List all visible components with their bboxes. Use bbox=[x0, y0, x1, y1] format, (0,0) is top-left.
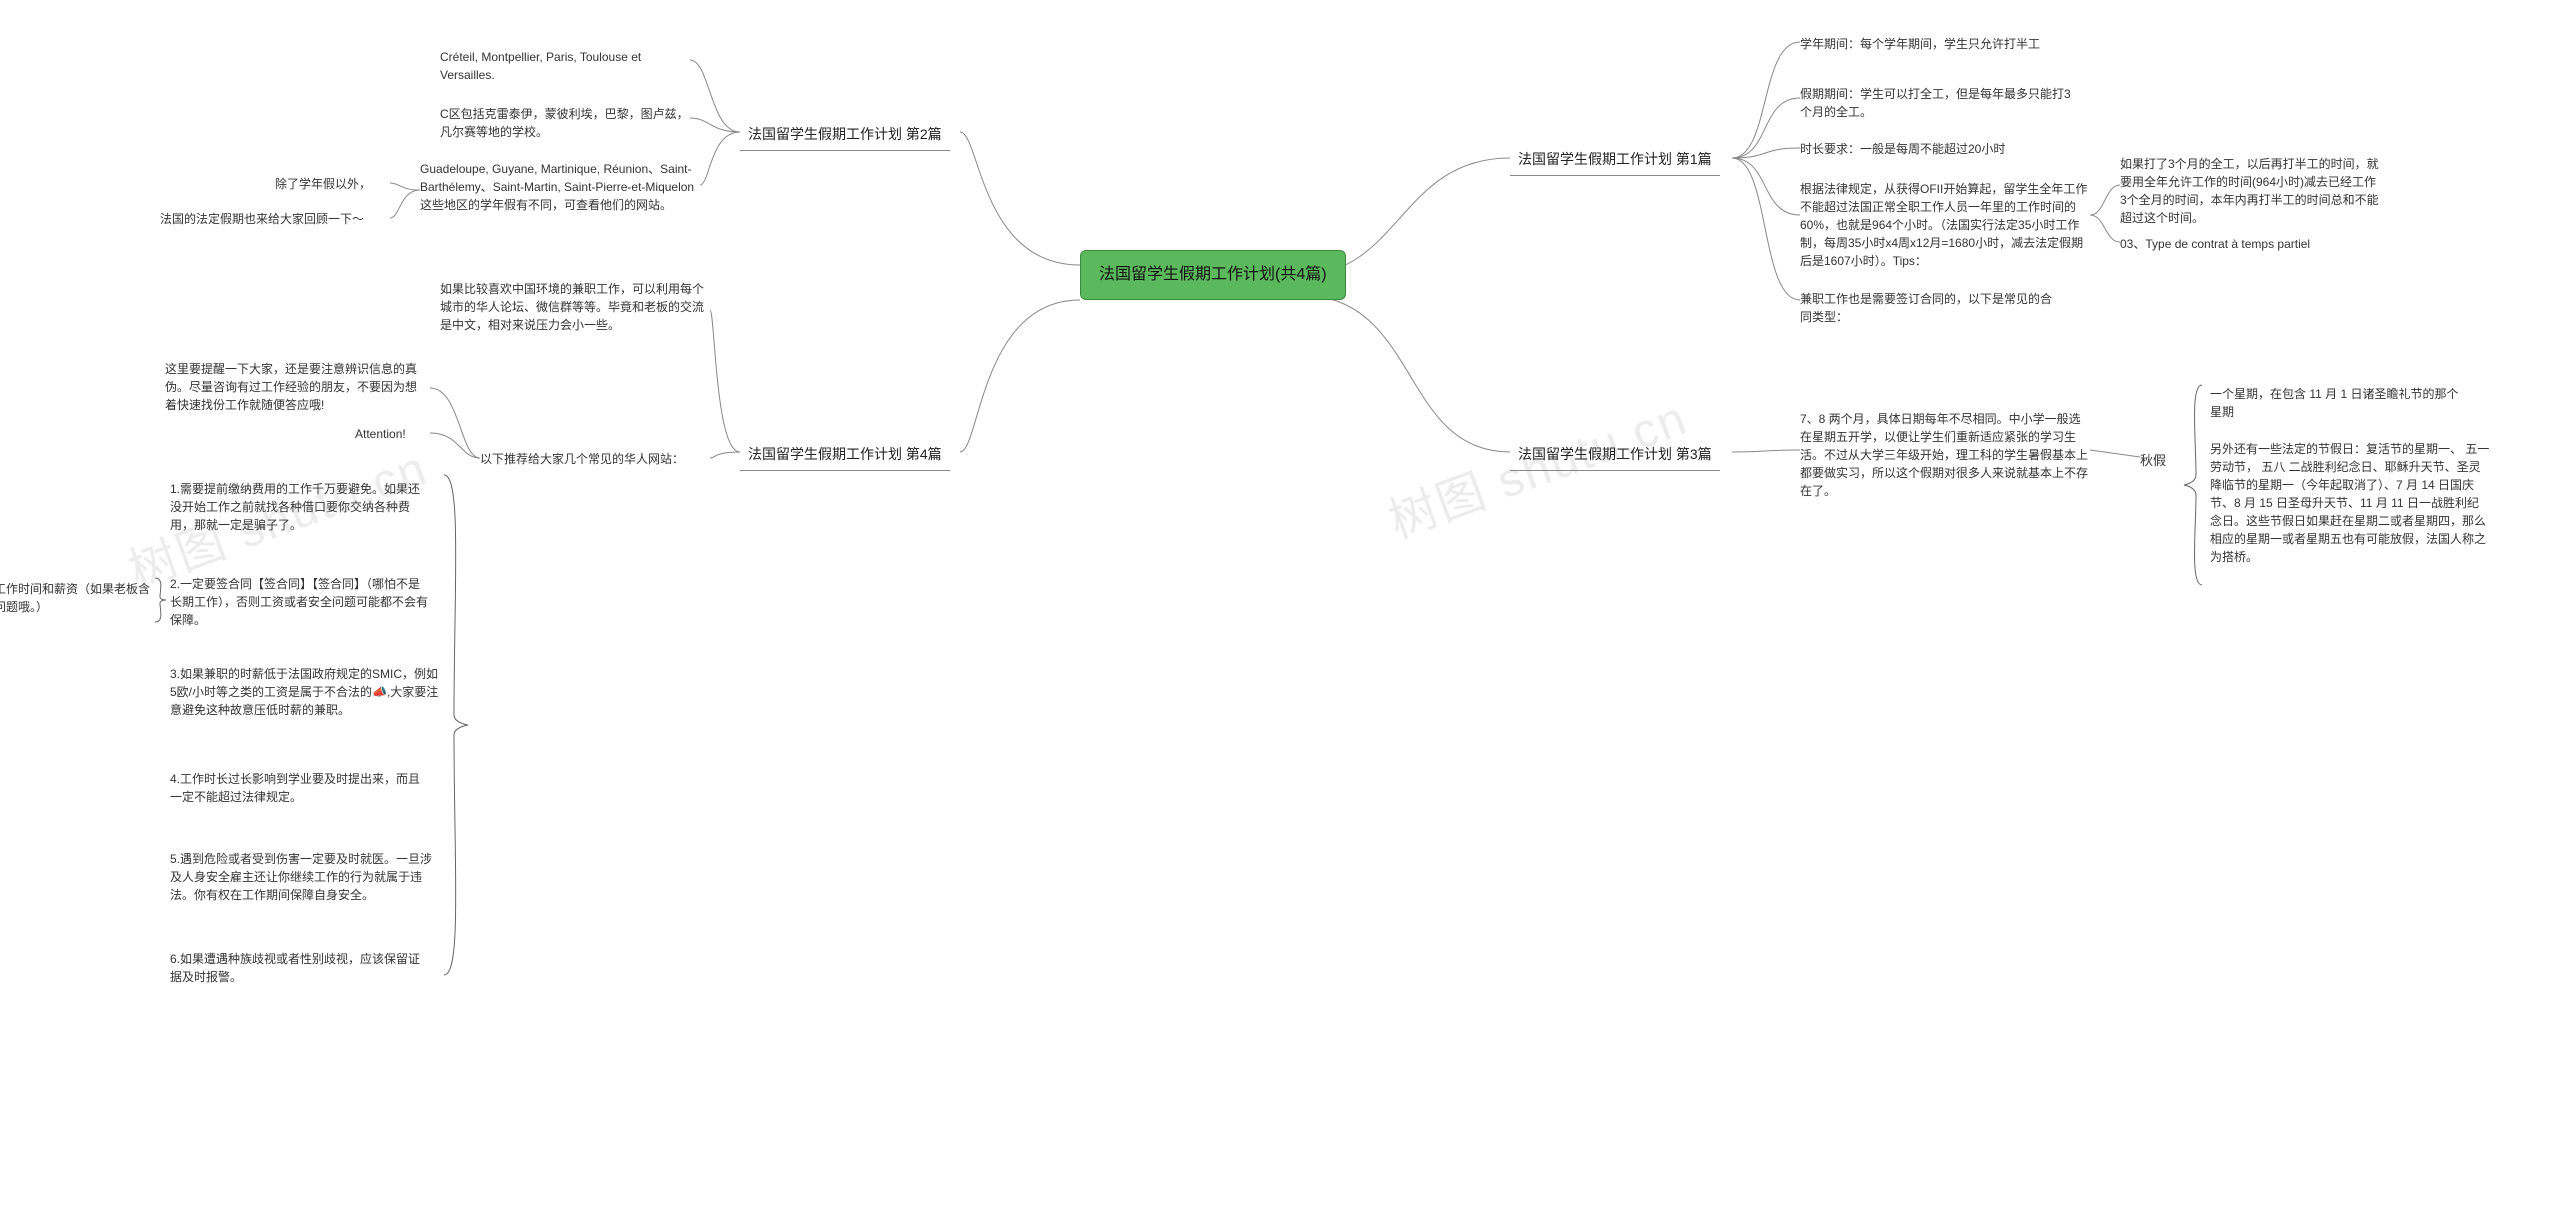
b3-leaf-1: 7、8 两个月，具体日期每年不尽相同。中小学一般选在星期五开学，以便让学生们重新… bbox=[1800, 410, 2090, 500]
brace-b4s2 bbox=[152, 575, 168, 625]
brace-b4 bbox=[440, 470, 470, 980]
b4-sub-6: 6.如果遭遇种族歧视或者性别歧视，应该保留证据及时报警。 bbox=[170, 950, 430, 986]
b4-sub-5: 5.遇到危险或者受到伤害一定要及时就医。一旦涉及人身安全雇主还让你继续工作的行为… bbox=[170, 850, 435, 904]
b1-leaf-2: 假期期间：学生可以打全工，但是每年最多只能打3个月的全工。 bbox=[1800, 85, 2080, 121]
b2-leaf-2: C区包括克雷泰伊，蒙彼利埃，巴黎，图卢兹，凡尔赛等地的学校。 bbox=[440, 105, 690, 141]
b4-intro-1: 这里要提醒一下大家，还是要注意辨识信息的真伪。尽量咨询有过工作经验的朋友，不要因… bbox=[165, 360, 425, 414]
branch-4[interactable]: 法国留学生假期工作计划 第4篇 bbox=[740, 440, 950, 471]
branch-3[interactable]: 法国留学生假期工作计划 第3篇 bbox=[1510, 440, 1720, 471]
b1-leaf-4-sub1: 如果打了3个月的全工，以后再打半工的时间，就要用全年允许工作的时间(964小时)… bbox=[2120, 155, 2380, 227]
b3-sub-2: 另外还有一些法定的节假日：复活节的星期一、 五一 劳动节， 五八 二战胜利纪念日… bbox=[2210, 440, 2490, 566]
b4-sub-3: 3.如果兼职的时薪低于法国政府规定的SMIC，例如5欧/小时等之类的工资是属于不… bbox=[170, 665, 440, 719]
branch-2[interactable]: 法国留学生假期工作计划 第2篇 bbox=[740, 120, 950, 151]
b4-leaf-1: 如果比较喜欢中国环境的兼职工作，可以利用每个城市的华人论坛、微信群等等。毕竟和老… bbox=[440, 280, 710, 334]
b1-leaf-1: 学年期间：每个学年期间，学生只允许打半工 bbox=[1800, 35, 2040, 53]
b4-sub-1: 1.需要提前缴纳费用的工作千万要避免。如果还没开始工作之前就找各种借口要你交纳各… bbox=[170, 480, 430, 534]
b3-sublabel: 秋假 bbox=[2140, 450, 2166, 469]
b4-sub-2-sidenote: 要提前询问清楚工作时间和薪资（如果老板含含糊糊可能会有问题哦。） bbox=[0, 580, 150, 616]
b1-leaf-5: 兼职工作也是需要签订合同的，以下是常见的合同类型： bbox=[1800, 290, 2060, 326]
b1-leaf-4-sub2: 03、Type de contrat à temps partiel bbox=[2120, 235, 2310, 253]
branch-1[interactable]: 法国留学生假期工作计划 第1篇 bbox=[1510, 145, 1720, 176]
center-node[interactable]: 法国留学生假期工作计划(共4篇) bbox=[1080, 250, 1346, 300]
b2-leaf-3-sub2: 法国的法定假期也来给大家回顾一下～ bbox=[160, 210, 364, 228]
b2-leaf-3: Guadeloupe, Guyane, Martinique, Réunion、… bbox=[420, 160, 700, 214]
b4-intro-2: Attention! bbox=[355, 425, 406, 443]
b1-leaf-3: 时长要求：一般是每周不能超过20小时 bbox=[1800, 140, 2005, 158]
b4-sub-2: 2.一定要签合同【签合同】【签合同】（哪怕不是长期工作），否则工资或者安全问题可… bbox=[170, 575, 430, 629]
b2-leaf-3-sub1: 除了学年假以外， bbox=[275, 175, 371, 193]
brace-b3 bbox=[2182, 380, 2206, 590]
b1-leaf-4: 根据法律规定，从获得OFII开始算起，留学生全年工作不能超过法国正常全职工作人员… bbox=[1800, 180, 2090, 270]
b4-leaf-2: 以下推荐给大家几个常见的华人网站： bbox=[480, 450, 684, 468]
b4-sub-4: 4.工作时长过长影响到学业要及时提出来，而且一定不能超过法律规定。 bbox=[170, 770, 430, 806]
b2-leaf-1: Créteil, Montpellier, Paris, Toulouse et… bbox=[440, 48, 680, 84]
b3-sub-1: 一个星期，在包含 11 月 1 日诸圣瞻礼节的那个星期 bbox=[2210, 385, 2470, 421]
